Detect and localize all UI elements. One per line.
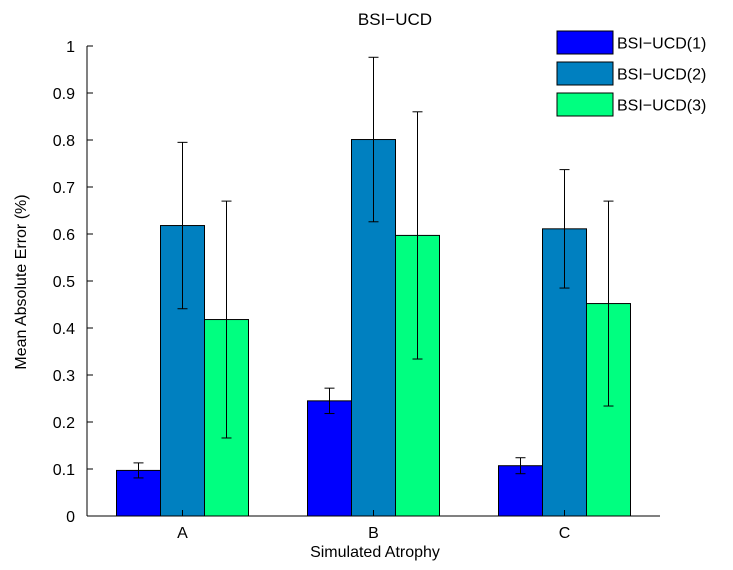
y-tick-label: 0.6 (53, 227, 75, 244)
y-tick-label: 1 (66, 39, 75, 56)
y-tick-label: 0.3 (53, 368, 75, 385)
y-tick-label: 0.7 (53, 180, 75, 197)
legend-swatch-series-1 (556, 30, 614, 55)
bars-group (116, 56, 631, 517)
axes-group: 0 0.1 0.2 0.3 0.4 0.5 0.6 0.7 0.8 0.9 1 A B C (53, 39, 660, 542)
legend-swatch-series-2 (556, 61, 614, 86)
x-axis-label: Simulated Atrophy (310, 544, 440, 561)
legend: BSI−UCD(1) BSI−UCD(2) BSI−UCD(3) (556, 30, 706, 117)
y-axis-label: Mean Absolute Error (%) (13, 194, 30, 369)
y-tick-label: 0.4 (53, 321, 75, 338)
y-tick-label: 0 (66, 509, 75, 526)
y-tick-label: 0.2 (53, 415, 75, 432)
x-tick-label: A (177, 525, 188, 542)
x-tick-label: C (559, 525, 571, 542)
legend-label-series-3: BSI−UCD(3) (617, 98, 706, 115)
x-tick-label: B (368, 525, 379, 542)
legend-label-series-1: BSI−UCD(1) (617, 36, 706, 53)
legend-label-series-2: BSI−UCD(2) (617, 67, 706, 84)
y-tick-label: 0.5 (53, 274, 75, 291)
y-tick-label: 0.8 (53, 133, 75, 150)
bar-B-series-1 (307, 400, 352, 517)
chart-title: BSI−UCD (358, 10, 432, 29)
y-tick-label: 0.9 (53, 86, 75, 103)
y-tick-label: 0.1 (53, 462, 75, 479)
legend-swatch-series-3 (556, 92, 614, 117)
